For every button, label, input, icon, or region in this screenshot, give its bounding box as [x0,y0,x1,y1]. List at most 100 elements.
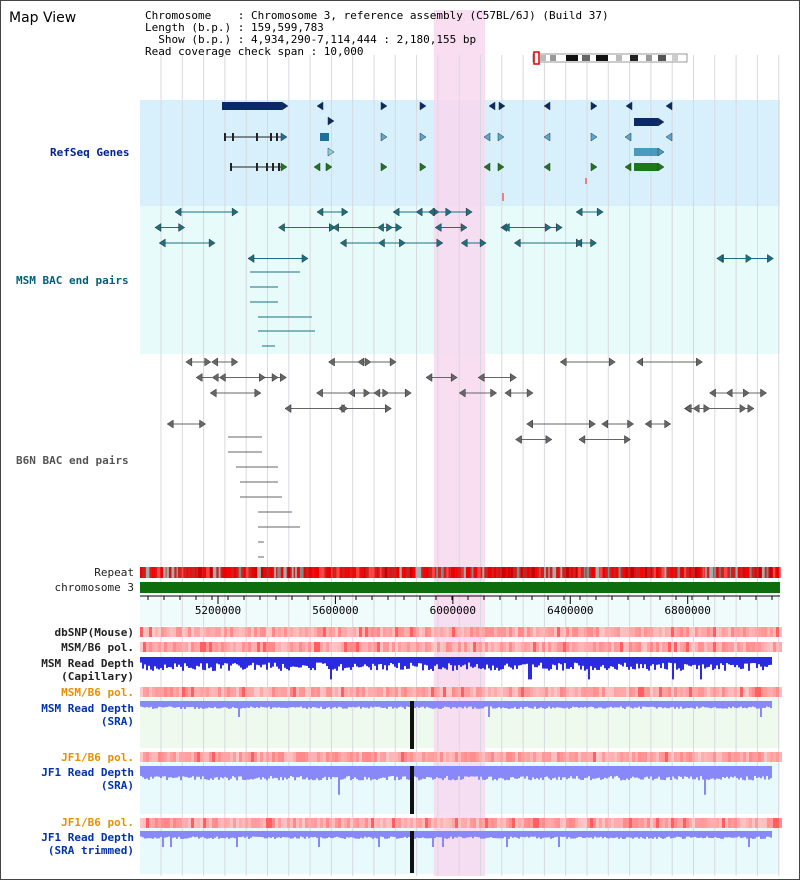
jf1-read-depth-trimmed-label[interactable]: JF1 Read Depth (SRA trimmed) [41,831,134,857]
read-depth-bar [666,701,668,709]
pol-heat-cell [176,687,179,697]
read-depth-bar [202,831,204,837]
read-depth-bar [466,701,468,709]
jf1-read-depth-sra-label[interactable]: JF1 Read Depth (SRA) [41,766,134,792]
pol-heat-cell [776,752,779,762]
ideogram-band [540,55,546,61]
refseq-genes-label[interactable]: RefSeq Genes [50,146,130,159]
pol-heat-cell [458,752,461,762]
pol-heat-cell [476,627,479,637]
read-depth-bar [240,831,242,838]
read-depth-bar [674,766,676,779]
pol-heat-cell [443,818,446,828]
polymorphism-tracks[interactable] [140,627,782,828]
msm-bac-end-pairs-track[interactable] [154,207,774,347]
pol-heat-cell [209,627,212,637]
pol-heat-cell [767,752,770,762]
read-depth-tracks[interactable] [140,657,772,873]
read-depth-bar [408,701,410,708]
pol-heat-cell [254,627,257,637]
pol-heat-cell [614,752,617,762]
pol-heat-cell [674,627,677,637]
read-depth-bar [538,766,540,780]
repeat-element [583,567,586,578]
read-depth-bar [490,657,492,671]
repeat-element [360,567,365,578]
read-depth-bar [422,657,424,671]
pol-heat-cell [398,627,401,637]
pol-heat-cell [599,627,602,637]
msm-bac-label[interactable]: MSM BAC end pairs [16,274,129,287]
repeat-element [713,567,717,578]
jf1-b6-pol-2-label[interactable]: JF1/B6 pol. [61,816,134,829]
dbsnp-label[interactable]: dbSNP(Mouse) [54,626,134,639]
read-depth-bar [666,657,668,670]
repeat-element [316,567,320,578]
pol-heat-cell [590,818,593,828]
read-depth-bar [176,766,178,778]
bac-end-arrow [357,357,365,367]
read-depth-bar [468,657,470,663]
bac-end-arrow [386,223,393,232]
pol-heat-cell [650,627,653,637]
read-depth-bar [616,831,618,838]
read-depth-bar [176,701,178,708]
read-depth-bar [462,766,464,779]
read-depth-bar [764,701,766,709]
pol-heat-cell [767,687,770,697]
pol-heat-cell [704,642,707,652]
msm-b6-pol-sra-label[interactable]: MSM/B6 pol. [61,686,134,699]
pol-heat-cell [605,818,608,828]
pol-heat-cell [263,642,266,652]
pol-heat-cell [143,818,146,828]
msm-read-depth-capillary-label[interactable]: MSM Read Depth (Capillary) [41,657,134,683]
read-depth-bar [608,831,610,839]
read-depth-bar [464,831,466,839]
jf1-b6-pol-label[interactable]: JF1/B6 pol. [61,751,134,764]
chromosome-track[interactable] [140,582,780,593]
read-depth-bar [324,766,326,777]
pol-heat-cell [512,627,515,637]
read-depth-bar [664,766,666,781]
pol-heat-cell [164,818,167,828]
msm-read-depth-sra-label[interactable]: MSM Read Depth (SRA) [41,702,134,728]
read-depth-bar [490,701,492,707]
read-depth-bar [304,701,306,708]
read-depth-bar [578,657,580,666]
pol-heat-cell [725,687,728,697]
pol-heat-cell [293,687,296,697]
read-depth-bar [330,701,332,709]
repeat-element [344,567,347,578]
read-depth-bar [482,701,484,709]
pol-heat-cell [731,642,734,652]
read-depth-bar [318,701,320,709]
repeat-element [653,567,657,578]
read-depth-bar [532,701,534,709]
read-depth-bar [500,831,502,839]
chromosome-ideogram[interactable] [532,51,688,65]
read-depth-bar [714,701,716,708]
pol-heat-cell [452,627,455,637]
b6n-bac-label[interactable]: B6N BAC end pairs [16,454,129,467]
read-depth-bar [544,766,546,778]
msm-b6-pol-label[interactable]: MSM/B6 pol. [61,641,134,654]
pol-heat-cell [563,642,566,652]
pol-heat-cell [326,752,329,762]
pol-heat-cell [404,752,407,762]
pol-heat-cell [530,687,533,697]
read-depth-bar [738,766,740,780]
read-depth-bar [684,831,686,839]
read-depth-bar [626,657,628,668]
pol-heat-cell [698,687,701,697]
pol-heat-cell [719,752,722,762]
repeat-track[interactable] [140,567,781,578]
read-depth-bar [686,831,688,837]
b6n-bac-end-pairs-track[interactable] [166,357,767,558]
refseq-genes-track[interactable] [222,101,673,201]
pol-heat-cell [770,642,773,652]
pol-heat-cell [218,627,221,637]
pol-heat-cell [446,687,449,697]
read-depth-bar [568,657,570,669]
repeat-label[interactable]: Repeat [94,566,134,579]
read-depth-bar [562,831,564,837]
